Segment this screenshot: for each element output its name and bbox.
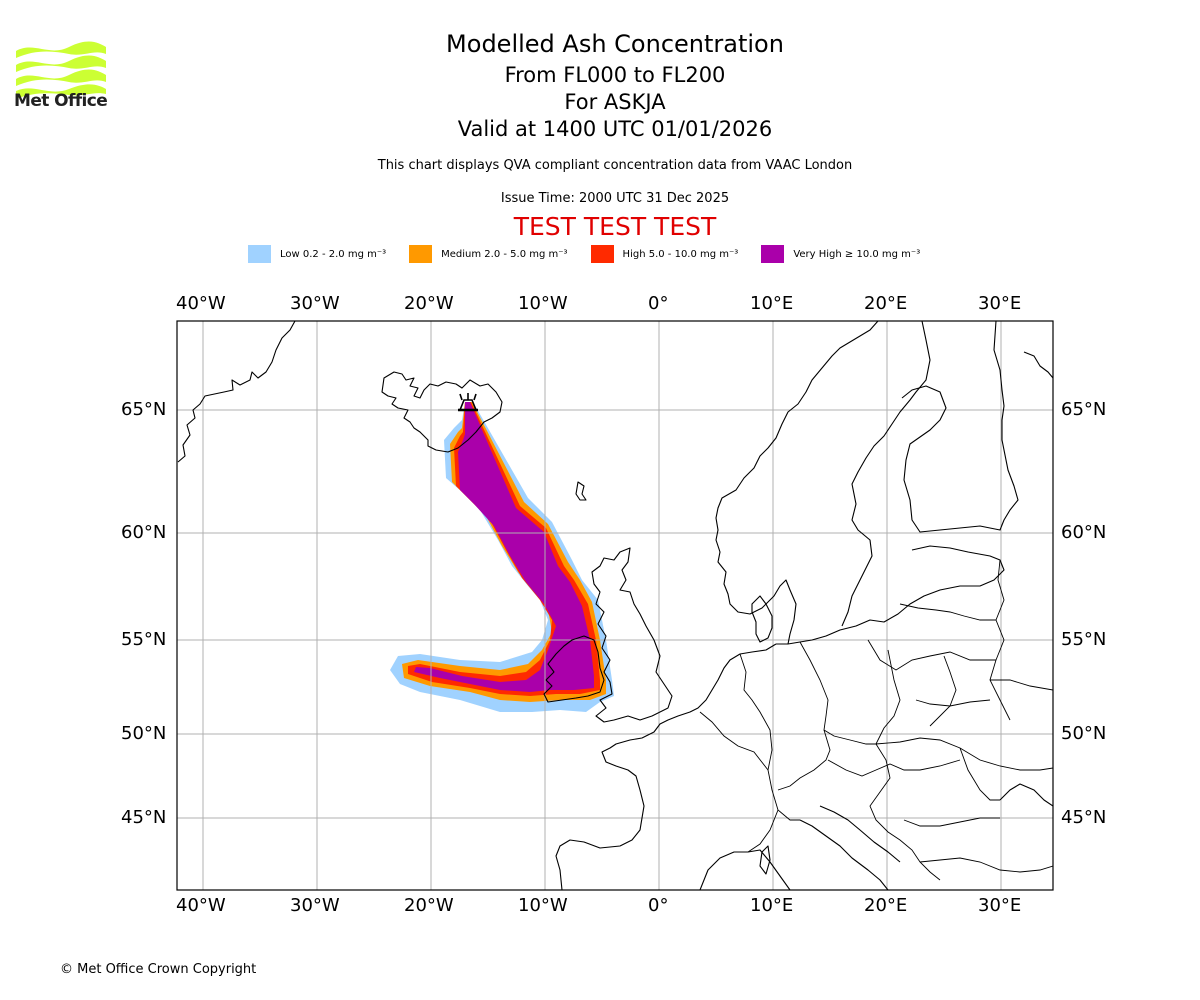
legend-label-very-high: Very High ≥ 10.0 mg m⁻³ — [793, 248, 921, 260]
coast-corsica — [759, 845, 771, 875]
lon-label-bottom: 40°W — [176, 895, 226, 916]
lon-label-bottom: 30°W — [290, 895, 340, 916]
ash-high — [408, 402, 600, 696]
coast-continent — [555, 643, 777, 890]
lon-label-bottom: 10°E — [750, 895, 794, 916]
legend-label-low: Low 0.2 - 2.0 mg m⁻³ — [280, 248, 387, 260]
lon-label-top: 20°E — [864, 293, 908, 314]
coast-greenland — [177, 321, 296, 463]
test-banner: TEST TEST TEST — [513, 212, 717, 241]
coast-baltic — [776, 545, 1005, 645]
valid-time: Valid at 1400 UTC 01/01/2026 — [457, 117, 773, 141]
lon-label-top: 30°E — [978, 293, 1022, 314]
chart-title: Modelled Ash Concentration — [446, 30, 784, 58]
coast-denmark — [751, 595, 773, 643]
legend-item-medium: Medium 2.0 - 5.0 mg m⁻³ — [409, 245, 568, 263]
logo-text: Met Office — [14, 91, 108, 111]
volcano-icon — [458, 393, 478, 412]
lat-label-right: 60°N — [1061, 522, 1107, 543]
legend-swatch-medium — [409, 245, 433, 263]
lat-label-left: 50°N — [121, 723, 167, 744]
legend-item-very-high: Very High ≥ 10.0 mg m⁻³ — [761, 245, 920, 263]
lon-label-top: 10°W — [518, 293, 568, 314]
lon-label-bottom: 0° — [648, 895, 669, 916]
legend-label-high: High 5.0 - 10.0 mg m⁻³ — [622, 248, 739, 260]
issue-time: Issue Time: 2000 UTC 31 Dec 2025 — [500, 191, 730, 206]
coast-italy — [799, 819, 889, 890]
ash-plume — [390, 402, 614, 712]
legend-swatch-very-high — [761, 245, 785, 263]
ash-very-high — [414, 402, 594, 692]
legend-item-high: High 5.0 - 10.0 mg m⁻³ — [590, 245, 739, 263]
lon-label-bottom: 20°W — [404, 895, 454, 916]
coast-sweden-east — [841, 321, 931, 627]
lat-label-left: 65°N — [121, 399, 167, 420]
volcano-name: For ASKJA — [564, 90, 666, 114]
legend: Low 0.2 - 2.0 mg m⁻³ Medium 2.0 - 5.0 mg… — [248, 244, 943, 264]
coast-britain — [591, 547, 673, 723]
coast-adriatic — [819, 805, 901, 863]
coast-scandinavia — [715, 321, 879, 645]
lat-label-left: 60°N — [121, 522, 167, 543]
flight-levels: From FL000 to FL200 — [504, 63, 726, 87]
graticule — [177, 321, 1053, 890]
legend-item-low: Low 0.2 - 2.0 mg m⁻³ — [248, 245, 386, 263]
lon-label-top: 20°W — [404, 293, 454, 314]
lon-label-bottom: 30°E — [978, 895, 1022, 916]
lat-label-right: 65°N — [1061, 399, 1107, 420]
coast-ireland — [543, 635, 605, 703]
lat-label-right: 50°N — [1061, 723, 1107, 744]
source-note: This chart displays QVA compliant concen… — [377, 158, 853, 173]
lat-label-right: 55°N — [1061, 629, 1107, 650]
legend-label-medium: Medium 2.0 - 5.0 mg m⁻³ — [441, 248, 568, 260]
coast-russia-north — [1023, 351, 1053, 379]
copyright: © Met Office Crown Copyright — [60, 962, 257, 977]
met-office-logo — [16, 41, 106, 99]
coast-iceland — [381, 371, 503, 453]
country-borders — [699, 559, 1053, 881]
lon-label-bottom: 20°E — [864, 895, 908, 916]
coast-finland — [901, 321, 1019, 533]
lon-label-top: 30°W — [290, 293, 340, 314]
lat-label-left: 45°N — [121, 807, 167, 828]
legend-swatch-low — [248, 245, 271, 263]
lon-label-top: 40°W — [176, 293, 226, 314]
coast-faroe — [575, 481, 587, 501]
lat-label-left: 55°N — [121, 629, 167, 650]
coast-black-sea — [999, 783, 1053, 807]
map-frame — [176, 320, 1054, 891]
lat-label-right: 45°N — [1061, 807, 1107, 828]
lon-label-top: 0° — [648, 293, 669, 314]
coastlines — [177, 321, 1053, 890]
legend-swatch-high — [590, 245, 614, 263]
coast-mediterranean — [699, 849, 791, 890]
lon-label-top: 10°E — [750, 293, 794, 314]
lon-label-bottom: 10°W — [518, 895, 568, 916]
